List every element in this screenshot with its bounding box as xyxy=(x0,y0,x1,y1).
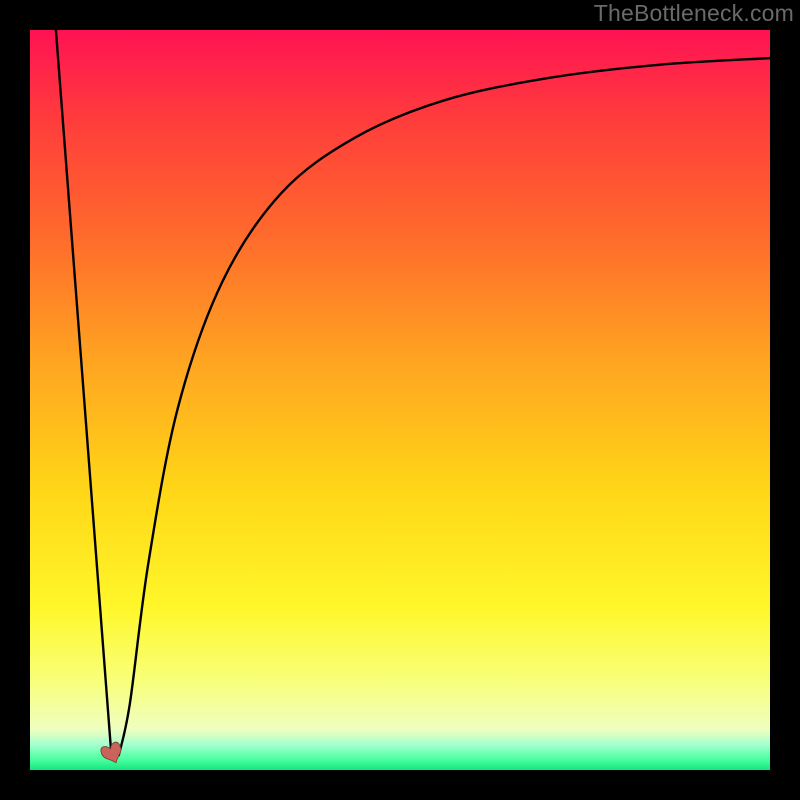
plot-background xyxy=(30,30,770,770)
chart-stage: TheBottleneck.com xyxy=(0,0,800,800)
bottleneck-chart-svg xyxy=(0,0,800,800)
